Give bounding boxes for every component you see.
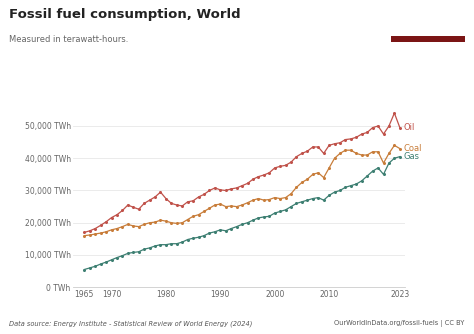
- Text: Oil: Oil: [404, 123, 415, 132]
- Text: Gas: Gas: [404, 152, 420, 161]
- Text: Data source: Energy Institute - Statistical Review of World Energy (2024): Data source: Energy Institute - Statisti…: [9, 320, 253, 327]
- Text: in Data: in Data: [413, 29, 443, 35]
- Text: Fossil fuel consumption, World: Fossil fuel consumption, World: [9, 8, 241, 21]
- Text: Our World: Our World: [407, 16, 448, 22]
- Bar: [391, 36, 465, 42]
- Text: Coal: Coal: [404, 144, 422, 153]
- Text: Measured in terawatt-hours.: Measured in terawatt-hours.: [9, 35, 129, 44]
- Text: OurWorldInData.org/fossil-fuels | CC BY: OurWorldInData.org/fossil-fuels | CC BY: [334, 320, 465, 327]
